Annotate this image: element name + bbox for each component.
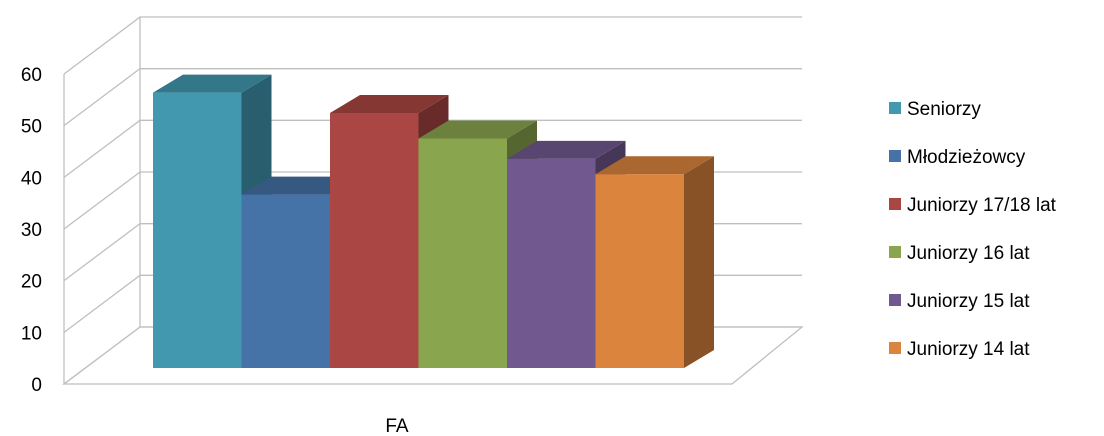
legend-item: Juniorzy 16 lat	[889, 243, 1030, 264]
legend-label: Juniorzy 17/18 lat	[907, 195, 1057, 216]
y-tick-label: 40	[21, 168, 42, 189]
bars	[153, 74, 714, 368]
gridline	[63, 16, 802, 75]
legend-swatch	[889, 150, 901, 162]
y-axis: 0 10 20 30 40 50 60	[21, 65, 42, 396]
y-tick-label: 60	[21, 65, 42, 86]
legend-swatch	[889, 294, 901, 306]
legend-label: Seniorzy	[907, 99, 981, 120]
legend-swatch	[889, 342, 901, 354]
bar-front	[507, 158, 596, 368]
category-label: FA	[385, 416, 409, 436]
bar-front	[153, 92, 242, 368]
legend-label: Juniorzy 15 lat	[907, 291, 1030, 312]
legend-item: Juniorzy 15 lat	[889, 291, 1030, 312]
y-tick-label: 10	[21, 323, 42, 344]
bar-front	[330, 113, 419, 368]
bar-front	[418, 138, 507, 368]
legend-item: Juniorzy 14 lat	[889, 339, 1030, 360]
bar-top	[507, 140, 626, 159]
bar	[595, 156, 714, 368]
legend-item: Seniorzy	[889, 99, 981, 120]
bar-front	[241, 194, 330, 368]
legend-swatch	[889, 246, 901, 258]
y-tick-label: 50	[21, 117, 42, 138]
bar-front	[595, 174, 684, 368]
bar-top	[153, 74, 272, 93]
y-tick-label: 0	[31, 375, 42, 396]
bar-top	[418, 120, 537, 139]
gridlines	[62, 16, 804, 385]
legend-item: Juniorzy 17/18 lat	[889, 195, 1057, 216]
bar-side	[684, 156, 714, 368]
bar-top	[595, 156, 714, 175]
legend-item: Młodzieżowcy	[889, 147, 1026, 168]
legend-label: Juniorzy 14 lat	[907, 339, 1030, 360]
legend-swatch	[889, 198, 901, 210]
legend: Seniorzy Młodzieżowcy Juniorzy 17/18 lat Ju…	[889, 99, 1057, 360]
legend-swatch	[889, 102, 901, 114]
legend-label: Juniorzy 16 lat	[907, 243, 1030, 264]
chart-floor	[62, 326, 804, 385]
x-axis: FA	[385, 416, 409, 436]
legend-label: Młodzieżowcy	[907, 147, 1026, 168]
bar-top	[330, 95, 449, 113]
y-tick-label: 30	[21, 220, 42, 241]
y-tick-label: 20	[21, 272, 42, 293]
